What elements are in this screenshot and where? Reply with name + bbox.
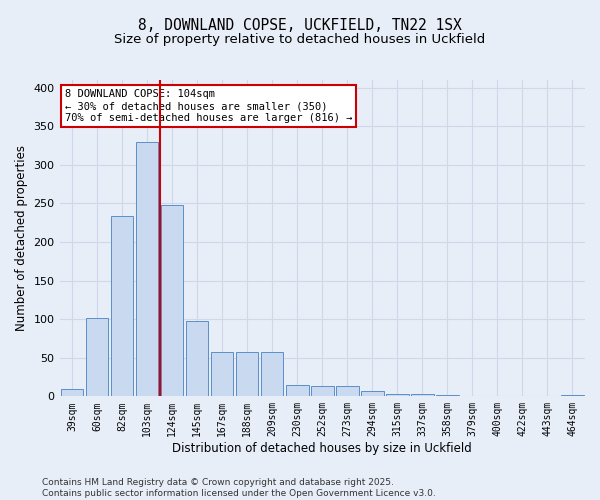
Bar: [61, 390, 83, 396]
Bar: [136, 142, 158, 396]
Y-axis label: Number of detached properties: Number of detached properties: [15, 145, 28, 331]
Bar: [86, 318, 109, 396]
Bar: [261, 352, 283, 397]
Bar: [436, 395, 458, 396]
Text: Size of property relative to detached houses in Uckfield: Size of property relative to detached ho…: [115, 32, 485, 46]
Bar: [386, 394, 409, 396]
Bar: [311, 386, 334, 396]
Bar: [411, 394, 434, 396]
Text: 8, DOWNLAND COPSE, UCKFIELD, TN22 1SX: 8, DOWNLAND COPSE, UCKFIELD, TN22 1SX: [138, 18, 462, 32]
Bar: [186, 322, 208, 396]
X-axis label: Distribution of detached houses by size in Uckfield: Distribution of detached houses by size …: [172, 442, 472, 455]
Bar: [236, 352, 259, 397]
Bar: [286, 385, 308, 396]
Bar: [361, 391, 383, 396]
Bar: [161, 205, 184, 396]
Bar: [211, 352, 233, 397]
Bar: [561, 395, 584, 396]
Bar: [336, 386, 359, 396]
Text: 8 DOWNLAND COPSE: 104sqm
← 30% of detached houses are smaller (350)
70% of semi-: 8 DOWNLAND COPSE: 104sqm ← 30% of detach…: [65, 90, 352, 122]
Text: Contains HM Land Registry data © Crown copyright and database right 2025.
Contai: Contains HM Land Registry data © Crown c…: [42, 478, 436, 498]
Bar: [111, 216, 133, 396]
